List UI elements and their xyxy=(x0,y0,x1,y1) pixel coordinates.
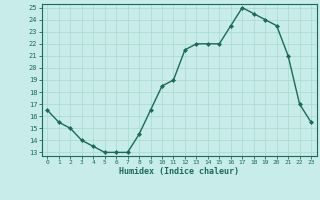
X-axis label: Humidex (Indice chaleur): Humidex (Indice chaleur) xyxy=(119,167,239,176)
